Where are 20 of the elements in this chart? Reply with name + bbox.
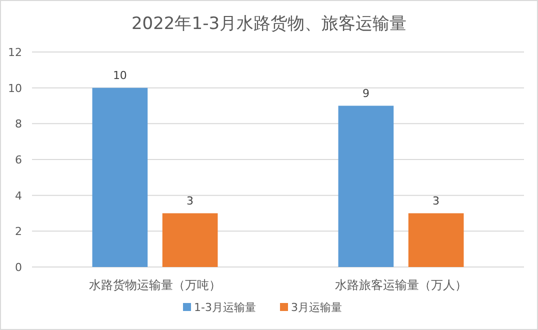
y-tick-label: 12 <box>8 46 22 59</box>
y-tick-label: 2 <box>15 225 22 238</box>
data-label: 9 <box>362 86 370 100</box>
y-tick-label: 10 <box>8 82 22 95</box>
y-tick-label: 6 <box>15 154 22 166</box>
chart-title: 2022年1-3月水路货物、旅客运输量 <box>131 14 407 34</box>
x-tick-label: 水路货物运输量（万吨） <box>89 278 221 292</box>
data-label: 3 <box>186 194 194 208</box>
data-label: 3 <box>432 194 440 208</box>
legend-label: 3月运输量 <box>291 301 342 314</box>
x-tick-label: 水路旅客运输量（万人） <box>335 278 467 292</box>
y-tick-label: 8 <box>15 118 22 131</box>
y-tick-label: 4 <box>15 189 22 202</box>
bar <box>162 213 218 267</box>
bar <box>408 213 464 267</box>
data-label: 10 <box>112 68 127 82</box>
y-tick-label: 0 <box>15 261 22 274</box>
bar <box>338 106 394 267</box>
bar <box>92 88 148 267</box>
legend-label: 1-3月运输量 <box>194 301 256 314</box>
